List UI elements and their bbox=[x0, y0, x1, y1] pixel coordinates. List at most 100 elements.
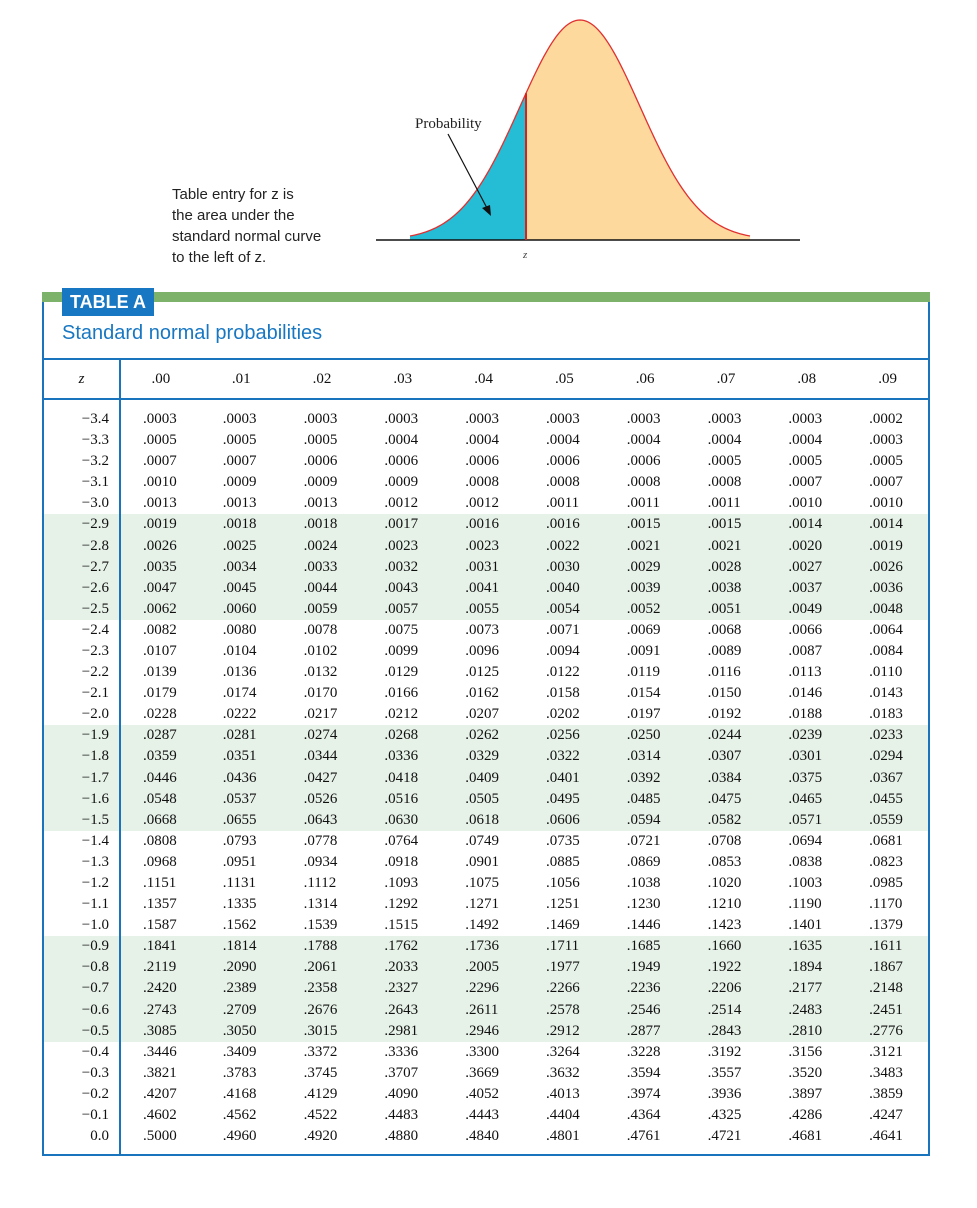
header-row: z .00.01.02.03.04.05.06.07.08.09 bbox=[44, 358, 928, 400]
probability-cell: .1685 bbox=[604, 936, 686, 958]
probability-cell: .1357 bbox=[143, 896, 177, 913]
probability-cell: .1230 bbox=[626, 896, 661, 913]
probability-cell: .0031 bbox=[443, 556, 524, 578]
probability-cell: .0166 bbox=[384, 685, 419, 702]
probability-cell: .0071 bbox=[545, 621, 580, 638]
probability-cell: .0150 bbox=[707, 685, 742, 702]
probability-cell: .0014 bbox=[766, 514, 848, 536]
probability-cell: .0016 bbox=[443, 514, 524, 536]
probability-cell: .0823 bbox=[869, 853, 903, 870]
probability-cell: .0005 bbox=[788, 453, 823, 470]
probability-cell: .0006 bbox=[465, 453, 499, 470]
probability-cell: .1492 bbox=[465, 917, 499, 934]
probability-cell: .0087 bbox=[788, 642, 823, 659]
probability-cell: .2643 bbox=[362, 999, 444, 1021]
probability-cell: .0007 bbox=[143, 453, 177, 470]
probability-cell: .0427 bbox=[281, 767, 363, 789]
probability-cell: .0735 bbox=[545, 832, 580, 849]
table-row: −1.2 .1151 .1131 .1112 .1093 .1075 .1056 .1038.… bbox=[44, 872, 928, 895]
column-header: .08 bbox=[766, 358, 848, 400]
probability-cell: .0154 bbox=[626, 685, 661, 702]
probability-cell: .0003 bbox=[545, 411, 580, 427]
probability-cell: .0044 bbox=[281, 577, 363, 599]
table-row: −3.4 .0003 .0003 .0003 .0003 .0003 .0003 .0003.… bbox=[44, 399, 928, 430]
probability-cell: .0409 bbox=[443, 767, 524, 789]
probability-cell: .0228 bbox=[143, 706, 177, 723]
probability-cell: .0005 bbox=[222, 432, 257, 449]
probability-cell: .2296 bbox=[443, 978, 524, 1000]
probability-cell: .0582 bbox=[685, 809, 767, 831]
probability-cell: .3783 bbox=[222, 1064, 257, 1081]
probability-cell: .0012 bbox=[465, 495, 499, 512]
z-value: −1.0 bbox=[44, 915, 121, 937]
z-value: −1.9 bbox=[44, 725, 121, 747]
probability-cell: .0029 bbox=[604, 556, 686, 578]
probability-cell: .0023 bbox=[443, 535, 524, 557]
probability-cell: .0011 bbox=[707, 495, 741, 512]
probability-cell: .0019 bbox=[120, 514, 201, 536]
probability-cell: .3669 bbox=[465, 1064, 499, 1081]
probability-cell: .4364 bbox=[626, 1107, 661, 1124]
table-row: −0.7.2420.2389.2358.2327.2296.2266.2236.… bbox=[44, 978, 928, 1000]
probability-cell: .0026 bbox=[120, 535, 201, 557]
z-value: −2.6 bbox=[44, 577, 121, 599]
probability-cell: .2946 bbox=[443, 1020, 524, 1042]
table-row: −1.8.0359.0351.0344.0336.0329.0322.0314.… bbox=[44, 746, 928, 768]
probability-cell: .0548 bbox=[120, 788, 201, 810]
probability-cell: .0006 bbox=[545, 453, 580, 470]
probability-cell: .3557 bbox=[707, 1064, 742, 1081]
probability-cell: .3121 bbox=[869, 1043, 903, 1060]
probability-cell: .2981 bbox=[362, 1020, 444, 1042]
table-row: −0.1 .4602 .4562 .4522 .4483 .4443 .4404 .4364.… bbox=[44, 1105, 928, 1127]
probability-cell: .1446 bbox=[626, 917, 661, 934]
probability-cell: .0008 bbox=[465, 474, 499, 491]
probability-cell: .0037 bbox=[766, 577, 848, 599]
probability-cell: .1292 bbox=[384, 896, 419, 913]
probability-cell: .0207 bbox=[465, 706, 499, 723]
probability-cell: .0351 bbox=[200, 746, 282, 768]
column-header: .09 bbox=[847, 358, 928, 400]
probability-cell: .1020 bbox=[707, 875, 742, 892]
probability-cell: .0708 bbox=[707, 832, 742, 849]
probability-cell: .0146 bbox=[788, 685, 823, 702]
table-row: −1.5.0668.0655.0643.0630.0618.0606.0594.… bbox=[44, 809, 928, 831]
z-value: −3.1 bbox=[44, 472, 121, 494]
probability-cell: .1170 bbox=[869, 896, 903, 913]
probability-cell: .1379 bbox=[869, 917, 903, 934]
probability-cell: .0537 bbox=[200, 788, 282, 810]
probability-cell: .0020 bbox=[766, 535, 848, 557]
probability-cell: .0122 bbox=[545, 664, 580, 681]
z-value: −2.5 bbox=[44, 598, 121, 620]
table-row: −0.8.2119.2090.2061.2033.2005.1977.1949.… bbox=[44, 957, 928, 979]
probability-cell: .4207 bbox=[143, 1085, 177, 1102]
probability-cell: .0009 bbox=[384, 474, 419, 491]
z-value: −0.2 bbox=[44, 1083, 121, 1105]
probability-cell: .0853 bbox=[707, 853, 742, 870]
probability-cell: .0013 bbox=[303, 495, 338, 512]
table-row: −0.3 .3821 .3783 .3745 .3707 .3669 .3632 .3594.… bbox=[44, 1062, 928, 1084]
probability-cell: .4247 bbox=[869, 1107, 903, 1124]
probability-cell: .0003 bbox=[303, 411, 338, 427]
z-value: −3.2 bbox=[44, 451, 121, 473]
probability-cell: .0202 bbox=[545, 706, 580, 723]
probability-cell: .4483 bbox=[384, 1107, 419, 1124]
z-axis-label: z bbox=[522, 249, 528, 261]
probability-cell: .0162 bbox=[465, 685, 499, 702]
probability-cell: .0048 bbox=[847, 598, 928, 620]
probability-cell: .0307 bbox=[685, 746, 767, 768]
probability-cell: .1977 bbox=[523, 957, 605, 979]
caption-line: standard normal curve bbox=[172, 228, 322, 245]
probability-cell: .0091 bbox=[626, 642, 661, 659]
probability-cell: .0174 bbox=[222, 685, 257, 702]
probability-cell: .1469 bbox=[545, 917, 580, 934]
probability-cell: .0057 bbox=[362, 598, 444, 620]
z-value: 0.0 bbox=[44, 1126, 121, 1156]
probability-cell: .0125 bbox=[465, 664, 499, 681]
table-row: −2.0 .0228 .0222 .0217 .0212 .0207 .0202 .0197.… bbox=[44, 704, 928, 726]
probability-cell: .1335 bbox=[222, 896, 257, 913]
probability-cell: .0116 bbox=[707, 664, 741, 681]
table-row: −1.1 .1357 .1335 .1314 .1292 .1271 .1251 .1230.… bbox=[44, 894, 928, 916]
probability-cell: .0047 bbox=[120, 577, 201, 599]
probability-cell: .4602 bbox=[143, 1107, 177, 1124]
probability-cell: .0668 bbox=[120, 809, 201, 831]
